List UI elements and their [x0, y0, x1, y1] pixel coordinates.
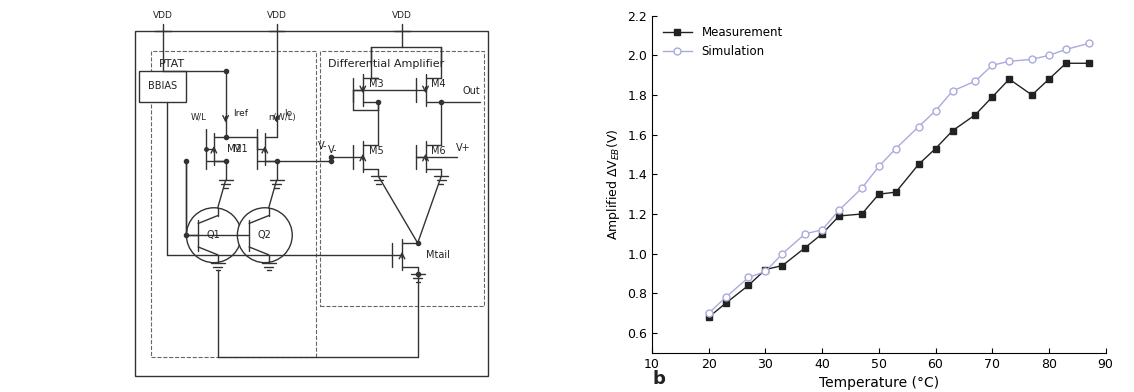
Text: W/L: W/L	[191, 113, 206, 122]
Text: Mtail: Mtail	[425, 250, 449, 260]
Simulation	[719, 295, 733, 299]
Measurement	[815, 231, 829, 236]
Bar	[320, 51, 484, 306]
Measurement	[798, 245, 812, 250]
Text: M6: M6	[431, 146, 446, 156]
Measurement	[855, 212, 869, 216]
Circle shape	[186, 208, 242, 263]
Text: M2: M2	[227, 144, 242, 154]
Circle shape	[237, 208, 293, 263]
Measurement	[742, 283, 755, 288]
Legend: Measurement, Simulation: Measurement, Simulation	[658, 22, 788, 63]
Simulation	[798, 231, 812, 236]
Text: BBIAS: BBIAS	[149, 81, 177, 91]
Simulation	[929, 109, 942, 113]
Text: M3: M3	[369, 79, 383, 89]
Bar	[139, 71, 186, 102]
Simulation	[855, 186, 869, 191]
Text: VDD: VDD	[153, 11, 172, 20]
Text: n(W/L): n(W/L)	[269, 113, 296, 122]
Measurement	[776, 263, 789, 268]
Simulation	[815, 227, 829, 232]
Measurement	[1002, 77, 1016, 82]
Measurement	[889, 190, 903, 194]
Simulation	[759, 269, 772, 274]
Text: b: b	[652, 370, 665, 388]
Measurement	[832, 214, 846, 218]
Simulation	[1042, 53, 1056, 58]
Y-axis label: Amplified ΔV$_{EB}$(V): Amplified ΔV$_{EB}$(V)	[604, 129, 621, 240]
Measurement	[1025, 93, 1039, 97]
Measurement	[702, 315, 716, 319]
Simulation	[872, 164, 886, 169]
Simulation	[968, 79, 982, 83]
Measurement	[872, 192, 886, 196]
Measurement	[1059, 61, 1073, 65]
Text: VDD: VDD	[266, 11, 287, 20]
Measurement	[985, 94, 999, 99]
Simulation	[742, 275, 755, 280]
Simulation	[889, 146, 903, 151]
Line: Simulation: Simulation	[705, 40, 1092, 317]
Text: Iref: Iref	[234, 109, 248, 118]
Bar	[151, 51, 315, 357]
Text: Differential Amplifier: Differential Amplifier	[328, 59, 443, 69]
Text: M5: M5	[369, 146, 383, 156]
Text: Io: Io	[285, 109, 293, 118]
Text: Out: Out	[463, 86, 481, 96]
Measurement	[1082, 61, 1095, 65]
Simulation	[1025, 57, 1039, 62]
Text: V-: V-	[318, 141, 328, 151]
Text: V-: V-	[328, 145, 337, 155]
Measurement	[759, 267, 772, 272]
Text: M1: M1	[234, 144, 248, 154]
Measurement	[912, 162, 925, 167]
Simulation	[702, 311, 716, 316]
Simulation	[946, 89, 959, 93]
Simulation	[985, 63, 999, 67]
Simulation	[1002, 59, 1016, 64]
Line: Measurement: Measurement	[705, 60, 1092, 321]
Simulation	[832, 208, 846, 212]
Text: Q1: Q1	[208, 230, 221, 240]
Simulation	[1082, 41, 1095, 46]
Text: Q2: Q2	[257, 230, 272, 240]
Text: M4: M4	[431, 79, 446, 89]
Measurement	[719, 301, 733, 306]
Simulation	[776, 251, 789, 256]
Measurement	[946, 128, 959, 133]
X-axis label: Temperature (°C): Temperature (°C)	[819, 376, 939, 390]
Measurement	[968, 113, 982, 117]
Simulation	[1059, 47, 1073, 52]
Measurement	[929, 146, 942, 151]
Text: VDD: VDD	[392, 11, 412, 20]
Text: V+: V+	[456, 143, 471, 153]
Simulation	[912, 124, 925, 129]
Measurement	[1042, 77, 1056, 82]
Bar	[135, 31, 489, 376]
Text: PTAT: PTAT	[159, 59, 185, 69]
